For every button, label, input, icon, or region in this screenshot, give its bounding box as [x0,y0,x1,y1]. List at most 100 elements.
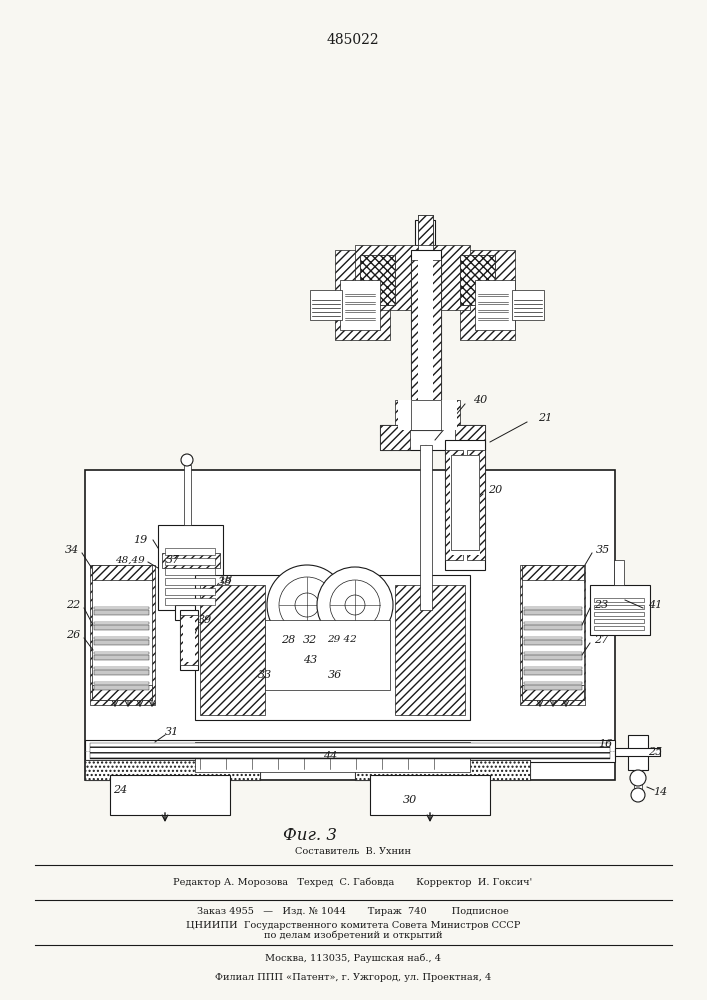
Bar [380,425,410,450]
Bar [184,465,191,525]
Text: 40: 40 [473,395,487,405]
Bar [165,558,215,565]
Bar [467,450,485,560]
Bar [85,760,260,780]
Bar [90,565,155,705]
Bar [445,450,463,560]
Bar [94,682,149,684]
Bar [310,290,342,320]
Bar [380,425,485,450]
Text: Москва, 113035, Раушская наб., 4: Москва, 113035, Раушская наб., 4 [265,953,441,963]
Bar [92,570,152,700]
Bar [175,605,210,620]
Text: 26: 26 [66,630,80,640]
Bar [94,670,149,675]
Bar [94,622,149,624]
Bar [524,670,582,675]
Bar [524,625,582,630]
Bar [451,455,479,550]
Bar [455,425,485,450]
Bar [590,585,650,635]
Bar [158,525,223,610]
Bar [165,568,215,575]
Bar [524,637,582,639]
Circle shape [630,770,646,786]
Text: 27: 27 [594,635,608,645]
Circle shape [267,565,347,645]
Bar [614,560,624,585]
Bar [94,610,149,615]
Text: 32: 32 [303,635,317,645]
Bar [628,735,648,770]
Bar [418,260,433,420]
Circle shape [295,593,319,617]
Bar [594,612,644,616]
Bar [94,655,149,660]
Text: 33: 33 [258,670,272,680]
Text: 37: 37 [166,555,180,565]
Bar [180,615,198,665]
Text: Заказ 4955   —   Изд. № 1044       Тираж  740        Подписное: Заказ 4955 — Изд. № 1044 Тираж 740 Подпи… [197,908,509,916]
Bar [522,565,584,580]
Bar [594,626,644,630]
Text: 485022: 485022 [327,33,380,47]
Bar [524,622,582,624]
Bar [512,290,544,320]
Bar [183,618,195,662]
Bar [195,575,470,720]
Bar [195,742,470,772]
Bar [180,610,198,670]
Text: 22: 22 [66,600,80,610]
Bar [445,440,485,570]
Text: 19: 19 [133,535,147,545]
Text: Фиг. 3: Фиг. 3 [283,826,337,844]
Bar [265,620,390,690]
Text: 44: 44 [323,751,337,761]
Bar [94,652,149,654]
Bar [355,760,530,780]
Bar [165,598,215,605]
Bar [415,220,435,245]
Bar [524,607,582,609]
Text: 34: 34 [65,545,79,555]
Bar [460,250,515,340]
Bar [94,685,149,690]
Bar [524,640,582,645]
Bar [92,685,152,700]
Bar [524,685,582,690]
Bar [594,598,644,602]
Bar [524,652,582,654]
Text: 23: 23 [594,600,608,610]
Bar [165,548,215,555]
Text: 16: 16 [598,739,612,749]
Text: Составитель  В. Ухнин: Составитель В. Ухнин [295,848,411,856]
Bar [94,667,149,669]
Bar [522,570,584,700]
Text: 36: 36 [328,670,342,680]
Bar [85,470,615,780]
Text: 41: 41 [648,600,662,610]
Text: 43: 43 [303,655,317,665]
Bar [460,255,495,305]
Text: 24: 24 [113,785,127,795]
Text: 21: 21 [538,413,552,423]
Bar [162,553,220,568]
Bar [94,607,149,609]
Bar [355,245,470,310]
Text: ЦНИИПИ  Государственного комитета Совета Министров СССР: ЦНИИПИ Государственного комитета Совета … [186,920,520,930]
Bar [524,682,582,684]
Bar [520,565,585,705]
Bar [92,565,152,580]
Bar [460,255,495,305]
Bar [94,625,149,630]
Circle shape [345,595,365,615]
Bar [420,445,432,610]
Bar [85,760,260,780]
Bar [418,215,433,260]
Bar [90,743,610,759]
Bar [418,215,433,245]
Bar [524,667,582,669]
Bar [335,250,390,340]
Bar [398,400,457,430]
Bar [85,740,615,762]
